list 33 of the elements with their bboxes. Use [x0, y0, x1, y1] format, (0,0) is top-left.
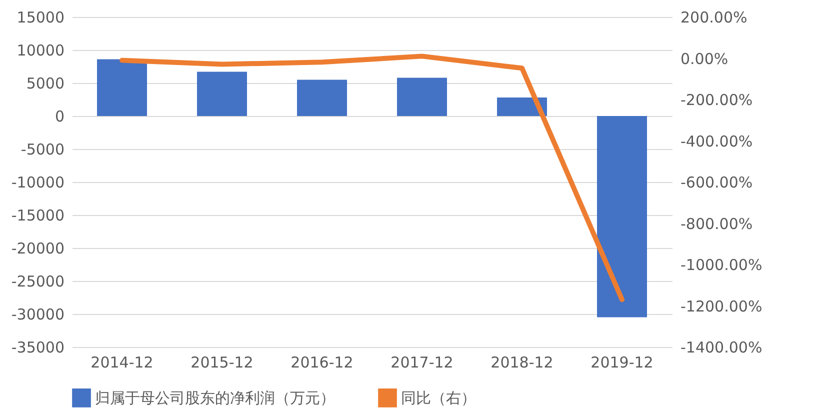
y2-tick-label: 200.00% [680, 8, 748, 26]
y-tick-label: 15000 [16, 8, 64, 26]
x-tick-label: 2017-12 [390, 354, 454, 372]
y-tick-label: -35000 [11, 338, 64, 356]
y2-tick-label: -1200.00% [680, 297, 762, 316]
y-tick-label: -20000 [11, 240, 64, 258]
x-tick-label: 2016-12 [290, 354, 354, 372]
bar [597, 116, 647, 318]
y2-tick-label: -800.00% [680, 214, 753, 233]
bar [197, 72, 247, 116]
y2-tick-label: -200.00% [680, 91, 753, 109]
bar [297, 80, 347, 116]
y-tick-label: 10000 [16, 42, 64, 60]
y-tick-label: 0 [54, 108, 64, 126]
bar [397, 78, 447, 116]
y-tick-label: -30000 [11, 306, 64, 324]
y-tick-label: -5000 [20, 140, 64, 158]
y2-tick-label: -1400.00% [680, 338, 762, 356]
x-tick-label: 2015-12 [190, 354, 254, 372]
x-tick-label: 2018-12 [490, 354, 554, 372]
x-tick-label: 2019-12 [590, 354, 654, 372]
legend-label: 归属于母公司股东的净利润（万元） [95, 388, 335, 407]
y-tick-label: -15000 [11, 206, 64, 224]
y2-tick-label: 0.00% [680, 50, 728, 68]
y2-tick-label: -1000.00% [680, 256, 762, 274]
x-tick-label: 2014-12 [90, 354, 154, 372]
y2-tick-label: -400.00% [680, 132, 753, 150]
y-tick-label: 5000 [26, 74, 64, 92]
legend-label: 同比（右） [401, 388, 476, 407]
y2-tick-label: -600.00% [680, 174, 753, 192]
y-tick-label: -25000 [11, 272, 64, 290]
bar [97, 59, 147, 116]
y-tick-label: -10000 [11, 174, 64, 192]
